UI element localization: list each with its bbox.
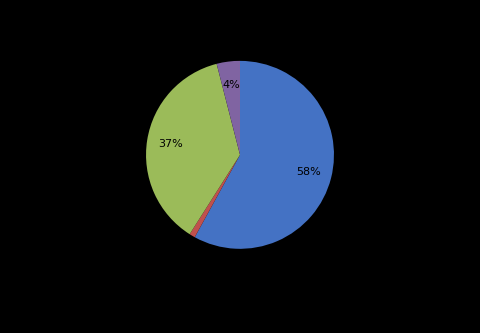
Wedge shape (190, 155, 240, 237)
Wedge shape (195, 61, 334, 249)
Text: 4%: 4% (222, 80, 240, 90)
Text: 37%: 37% (158, 139, 183, 149)
Wedge shape (146, 64, 240, 234)
Wedge shape (216, 61, 240, 155)
Text: 58%: 58% (296, 167, 321, 177)
